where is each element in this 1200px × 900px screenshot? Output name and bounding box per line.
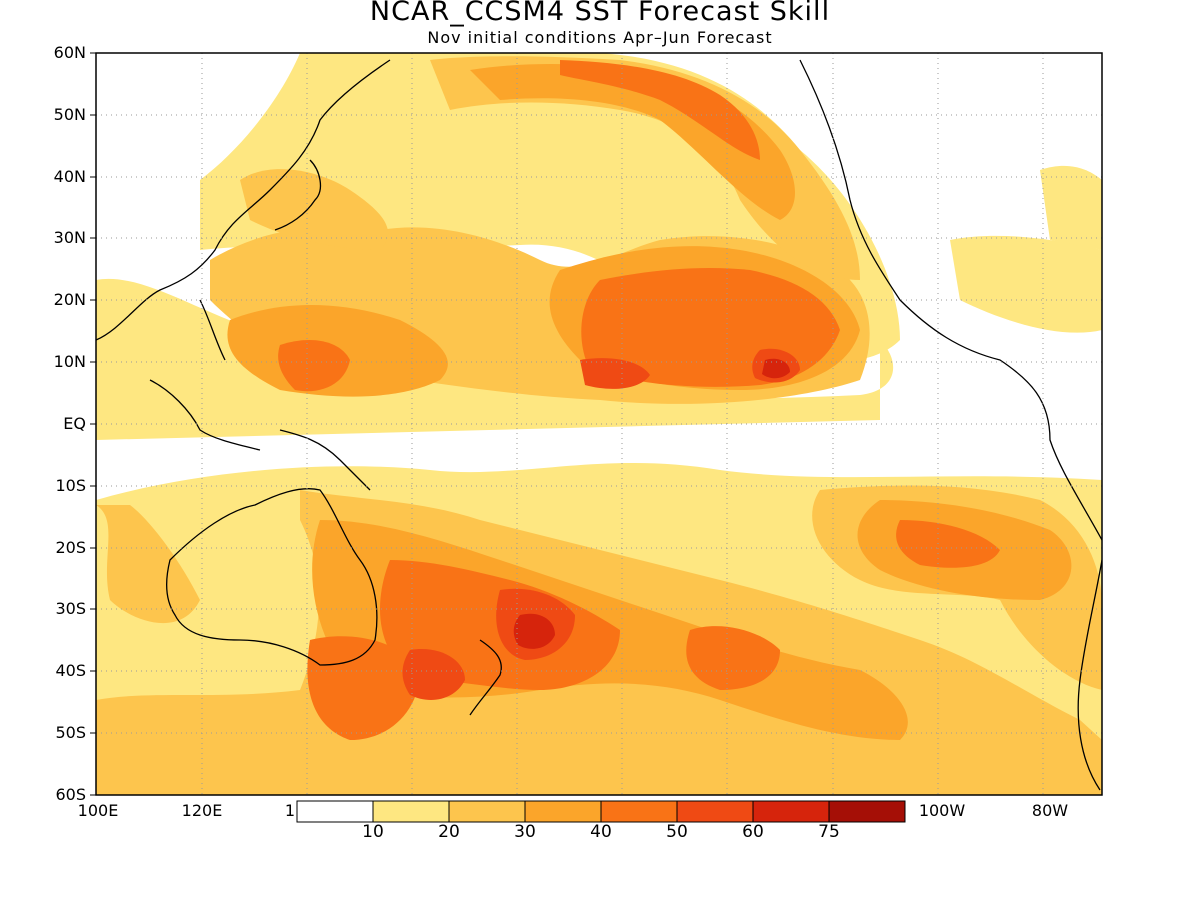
- x-tick-label: 100W: [918, 801, 966, 820]
- colorbar-swatch: [752, 800, 830, 823]
- chart-title: NCAR_CCSM4 SST Forecast Skill: [369, 0, 831, 27]
- y-tick-label: 40S: [55, 661, 86, 680]
- x-tick-label: 100E: [77, 801, 119, 820]
- colorbar-label: 10: [362, 822, 384, 842]
- coastlines: [96, 59, 1102, 791]
- colorbar: [296, 800, 906, 823]
- x-tick-label: 80W: [1031, 801, 1069, 820]
- colorbar-swatch: [524, 800, 602, 823]
- colorbar-label: 30: [514, 822, 536, 842]
- y-tick-label: 20S: [55, 538, 86, 557]
- skill-level-50: [402, 348, 800, 700]
- colorbar-label: 40: [590, 822, 612, 842]
- colorbar-label: 20: [438, 822, 460, 842]
- colorbar-swatch: [828, 800, 906, 823]
- y-tick-label: 50N: [53, 105, 86, 124]
- colorbar-label: 60: [742, 822, 764, 842]
- y-tick-label: 50S: [55, 723, 86, 742]
- y-tick-label: 60S: [55, 785, 86, 804]
- y-tick-label: 40N: [53, 167, 86, 186]
- colorbar-swatch: [676, 800, 754, 823]
- y-tick-label: 10N: [53, 352, 86, 371]
- skill-level-60: [513, 358, 790, 649]
- y-tick-label: 30N: [53, 228, 86, 247]
- colorbar-swatch: [296, 800, 374, 823]
- y-tick-label: 20N: [53, 290, 86, 309]
- colorbar-swatch: [600, 800, 678, 823]
- skill-field: [96, 53, 1102, 795]
- y-tick-label: EQ: [63, 414, 86, 433]
- gridlines: [96, 53, 1102, 795]
- y-tick-label: 10S: [55, 476, 86, 495]
- y-tick-label: 30S: [55, 599, 86, 618]
- chart-subtitle: Nov initial conditions Apr–Jun Forecast: [427, 28, 773, 47]
- colorbar-swatch: [448, 800, 526, 823]
- colorbar-label: 75: [818, 822, 840, 842]
- colorbar-label: 50: [666, 822, 688, 842]
- colorbar-swatch: [372, 800, 450, 823]
- y-tick-label: 60N: [53, 43, 86, 62]
- x-tick-label: 1: [284, 801, 296, 820]
- tick-marks: [90, 52, 96, 796]
- x-tick-label: 120E: [181, 801, 223, 820]
